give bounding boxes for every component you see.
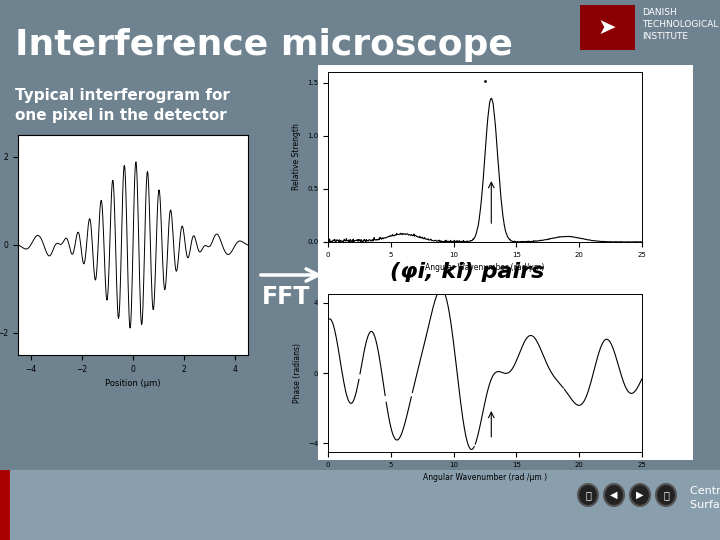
Ellipse shape (604, 484, 624, 506)
Y-axis label: Relative Strength: Relative Strength (292, 124, 302, 191)
Text: Centre for: Centre for (690, 486, 720, 496)
Y-axis label: Phase (radians): Phase (radians) (294, 343, 302, 403)
Text: ⏭: ⏭ (663, 490, 669, 500)
Text: Typical interferogram for
one pixel in the detector: Typical interferogram for one pixel in t… (15, 88, 230, 123)
Text: DANISH
TECHNOLOGICAL
INSTITUTE: DANISH TECHNOLOGICAL INSTITUTE (642, 8, 719, 40)
X-axis label: Angular Wavenumber (rad/μm): Angular Wavenumber (rad/μm) (426, 264, 545, 272)
Text: Surface Analysis: Surface Analysis (690, 500, 720, 510)
Text: FFT: FFT (262, 285, 310, 309)
Text: ◀: ◀ (611, 490, 618, 500)
X-axis label: Position (μm): Position (μm) (105, 379, 161, 388)
Text: ▶: ▶ (636, 490, 644, 500)
Ellipse shape (656, 484, 676, 506)
Text: ➤: ➤ (598, 18, 616, 38)
Ellipse shape (578, 484, 598, 506)
X-axis label: Angular Wavenumber (rad /μm ): Angular Wavenumber (rad /μm ) (423, 473, 547, 482)
Bar (0, 470, 10, 540)
Ellipse shape (630, 484, 650, 506)
Bar (318, 65, 693, 460)
Bar (580, 5, 635, 50)
Text: ⏮: ⏮ (585, 490, 591, 500)
Text: (φi, ki) pairs: (φi, ki) pairs (390, 262, 544, 282)
Bar (0, 470, 720, 540)
Text: Interference microscope: Interference microscope (15, 28, 513, 62)
